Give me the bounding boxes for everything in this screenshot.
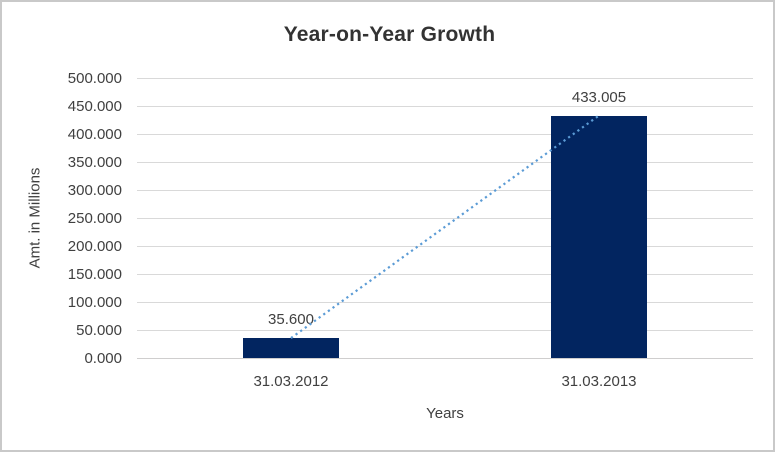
y-gridline <box>137 245 753 247</box>
y-tick-label: 500.000 <box>67 69 122 87</box>
bar-31.03.2013 <box>551 115 647 358</box>
bar-31.03.2012 <box>243 338 339 358</box>
bar-value-label: 433.005 <box>571 88 627 106</box>
y-tick-label: 350.000 <box>67 153 122 171</box>
x-axis-title: Years <box>426 405 464 422</box>
y-tick-label: 200.000 <box>67 237 122 255</box>
y-gridline <box>137 273 753 275</box>
y-gridline <box>137 77 753 79</box>
y-gridline <box>137 329 753 331</box>
y-gridline <box>137 105 753 107</box>
y-tick-label: 150.000 <box>67 265 122 283</box>
y-tick-label: 450.000 <box>67 97 122 115</box>
y-tick-label: 250.000 <box>67 209 122 227</box>
y-gridline <box>137 301 753 303</box>
y-tick-label: 300.000 <box>67 181 122 199</box>
x-tick-label: 31.03.2012 <box>253 373 329 390</box>
y-gridline <box>137 217 753 219</box>
y-gridline <box>137 189 753 191</box>
x-axis-line <box>137 357 753 359</box>
x-tick-label: 31.03.2013 <box>561 373 637 390</box>
y-tick-label: 50.000 <box>76 321 122 339</box>
y-tick-label: 400.000 <box>67 125 122 143</box>
y-tick-label: 100.000 <box>67 293 122 311</box>
chart-title: Year-on-Year Growth <box>283 23 496 46</box>
y-gridline <box>137 133 753 135</box>
y-tick-label: 0.000 <box>84 349 122 367</box>
bar-value-label: 35.600 <box>268 311 314 329</box>
y-gridline <box>137 161 753 163</box>
